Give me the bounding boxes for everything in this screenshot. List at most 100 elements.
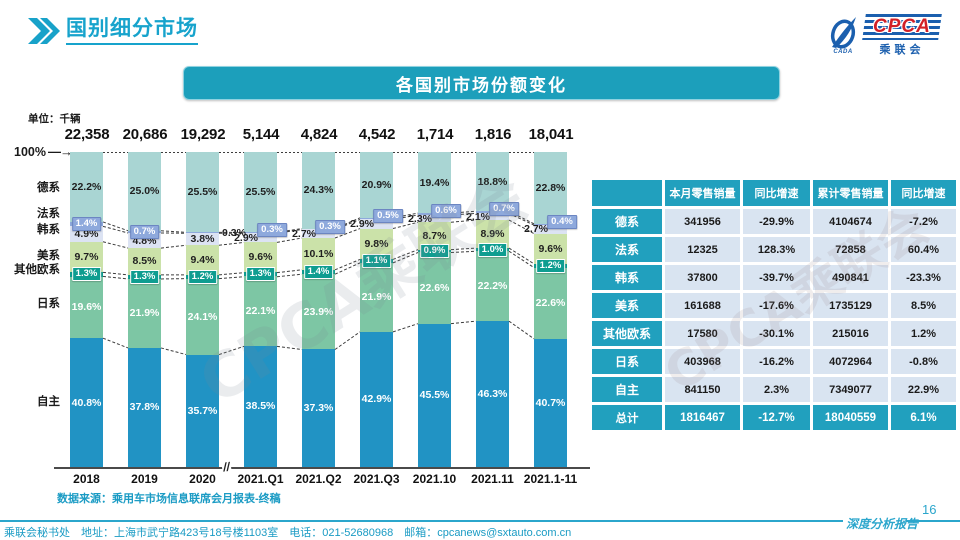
segment-value-label: 42.9% [361,393,392,406]
bar-segment: 19.4% [418,152,451,214]
table-cell: 60.4% [891,237,956,262]
bar-group: 19.4% 0.6% 2.3% 8.7% 0.9% 22.6% 45.5% [408,152,461,467]
segment-value-label: 20.9% [361,178,392,191]
segment-value-label: 1.3% [129,269,160,284]
table-row-label: 其他欧系 [592,321,662,346]
segment-value-label: 37.8% [129,401,160,414]
bar-segment: 9.6% [244,242,277,273]
report-tag: 深度分析报告 [846,517,919,531]
bar-segment: 37.3% [302,349,335,467]
bar-segment: 0.9% [418,244,451,259]
table-row-label: 韩系 [592,265,662,290]
x-axis-label: 2021.11 [471,472,514,486]
logo-cn-label: 乘联会 [879,43,925,56]
table-cell: 17580 [665,321,740,346]
bar-segment: 25.0% [128,152,161,231]
stacked-bar-chart: 22.2% 1.4% 4.9% 9.7% 1.3% 19.6% 40.8% 25.0% 0.7%… [54,125,609,497]
segment-value-label: 37.3% [303,402,334,415]
segment-value-label: 0.7% [129,224,160,239]
section-banner: 各国别市场份额变化 [183,66,780,100]
bar-segment: 1.3% [70,267,103,282]
x-axis-label: 2020 [189,472,216,486]
logo-acronym: CPCA [873,15,931,37]
logo-stripes: CPCA [862,13,942,40]
segment-value-label: 0.4% [547,214,577,229]
series-label: 德系 [37,182,60,194]
bar-segment: 1.0% [476,242,509,257]
table-cell: 215016 [813,321,888,346]
table-row-label: 总计 [592,405,662,430]
banner-title: 各国别市场份额变化 [396,75,567,95]
bar-segment: 1.2% [534,258,567,273]
bar-group: 25.0% 0.7% 4.8% 8.5% 1.3% 21.9% 37.8% [128,152,161,467]
table-cell: 128.3% [743,237,810,262]
x-axis-line [54,467,590,469]
bar-segment: 19.6% [70,276,103,339]
segment-value-label: 22.1% [245,305,276,318]
bar-segment: 21.9% [128,278,161,348]
table-row-label: 德系 [592,209,662,234]
series-label: 法系 [37,208,60,220]
segment-value-label: 1.2% [535,258,566,273]
segment-value-label: 45.5% [419,389,450,402]
axis-100-label: 100% —→ [14,144,73,159]
bar-segment: 22.8% [534,152,567,224]
segment-value-label: 40.7% [535,396,566,409]
footer-divider-left [0,520,843,522]
segment-value-label: 22.2% [71,181,102,193]
table-cell: 1735129 [813,293,888,318]
bar-segment: 1.2% [186,269,219,284]
table-cell: 841150 [665,377,740,402]
table-row-label: 日系 [592,349,662,374]
bar-segment: 1.4% [70,217,103,232]
bar-segment: 10.1% [302,237,335,270]
table-cell: 4072964 [813,349,888,374]
table-header-cell: 本月零售销量 [665,180,740,206]
table-cell: 12325 [665,237,740,262]
bar-segment: 9.7% [70,241,103,273]
axis-arrow-icon: —→ [47,144,73,159]
logo-text-block: CPCA 乘联会 [862,13,942,57]
x-axis-label: 2021.1-11 [523,472,578,486]
bar-group: 22.2% 1.4% 4.9% 9.7% 1.3% 19.6% 40.8% [70,152,103,467]
country-table: 本月零售销量 同比增速 累计零售销量 同比增速 德系 341956 -29.9% 410467… [592,180,956,430]
bar-segment: 0.4% [534,214,577,229]
segment-value-label: 18.8% [477,175,508,188]
table-cell: 22.9% [891,377,956,402]
bar-total: 22,358 [64,126,110,143]
segment-value-label: 10.1% [303,247,334,260]
x-axis-label: 2021.10 [412,472,457,486]
bar-segment: 24.1% [186,278,219,355]
table-header-cell [592,180,662,206]
table-cell: 403968 [665,349,740,374]
bar-total: 19,292 [180,126,226,143]
table-cell: 7349077 [813,377,888,402]
bar-segment: 38.5% [244,345,277,467]
segment-value-label: 22.8% [535,181,566,194]
bar-total: 20,686 [122,126,168,143]
segment-value-label: 2.1% [466,210,490,223]
series-label: 美系 [37,250,60,262]
bar-group: 20.9% 0.5% 2.9% 9.8% 1.1% 21.9% 42.9% [350,152,403,467]
page-number: 16 [922,502,937,517]
table-cell: -12.7% [743,405,810,430]
segment-value-label: 1.0% [477,242,508,257]
footer-contact: 乘联会秘书处 地址：上海市武宁路423号18号楼1103室 电话：021-526… [4,527,572,539]
bar-segment: 40.7% [534,338,567,467]
bar-segment: 35.7% [186,354,219,467]
table-cell: 1.2% [891,321,956,346]
segment-value-label: 2.9% [350,217,374,230]
bar-segment: 22.6% [418,252,451,324]
table-cell: -7.2% [891,209,956,234]
segment-value-label: 22.6% [535,297,566,310]
table-cell: 18040559 [813,405,888,430]
table-cell: 72858 [813,237,888,262]
segment-value-label: 40.8% [71,396,102,409]
bar-segment: 25.5% [244,152,277,233]
chevron-icon [28,17,60,44]
table-cell: 341956 [665,209,740,234]
x-axis-label: 2021.Q1 [237,472,284,486]
bar-total: 4,824 [300,126,338,143]
table-cell: -29.9% [743,209,810,234]
bar-segment: 46.3% [476,321,509,467]
